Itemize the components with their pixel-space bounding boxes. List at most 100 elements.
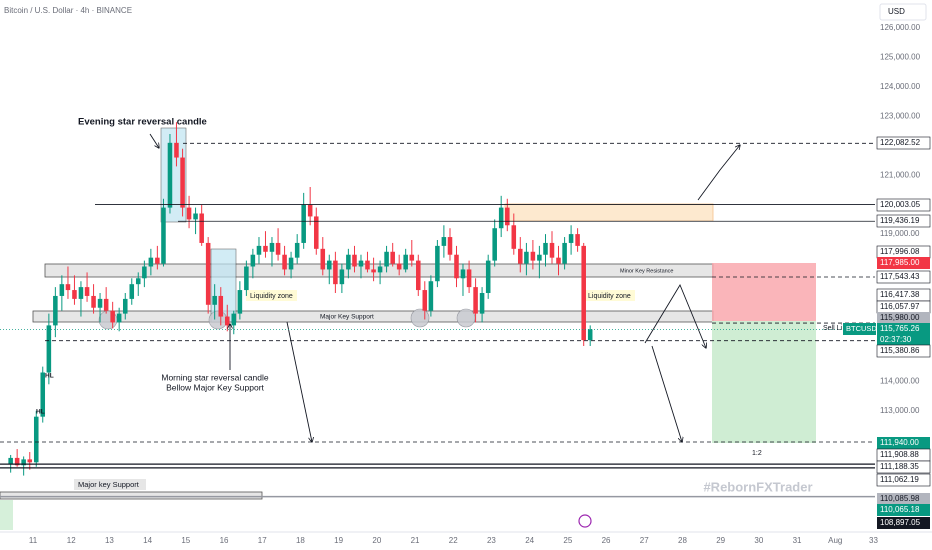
x-tick-label: 16 (220, 536, 229, 545)
candle-body (8, 457, 13, 464)
candle-body (263, 245, 268, 252)
price-label: 122,082.52 (880, 138, 921, 147)
candle-body (148, 257, 154, 267)
candle-body (377, 266, 383, 273)
x-tick-label: 28 (678, 536, 687, 545)
price-label-bg (877, 257, 930, 269)
x-tick-label: 21 (411, 536, 420, 545)
x-tick-label: 30 (754, 536, 763, 545)
candle-body (403, 254, 408, 270)
candle-body (416, 260, 421, 291)
currency-box[interactable] (879, 3, 927, 21)
candle-body (587, 329, 593, 341)
price-label-bg (876, 344, 931, 358)
y-tick-label: 125,000.00 (880, 53, 921, 62)
candle-body (212, 295, 217, 305)
candle-body (543, 242, 548, 255)
price-label: 115,765.26 (880, 324, 920, 333)
candle-body (250, 254, 256, 267)
candle-body (97, 298, 103, 308)
touch-circle (410, 308, 430, 328)
candle-body (556, 257, 561, 264)
label-bg (74, 479, 146, 490)
x-tick-label: 33 (869, 536, 878, 545)
candle-body (14, 457, 20, 466)
price-label-bg (876, 214, 931, 228)
price-label-bg (876, 473, 931, 487)
annotation: HL (36, 409, 45, 416)
y-tick-label: 121,000.00 (880, 170, 921, 179)
y-tick-label: 113,000.00 (880, 406, 920, 415)
price-label: 117,985.00 (880, 258, 920, 267)
candle-body (492, 228, 497, 261)
candle-body (231, 313, 237, 326)
price-label-bg (877, 323, 930, 335)
marks (8, 122, 593, 476)
candle-body (294, 242, 300, 258)
price-label: 110,065.18 (880, 505, 920, 514)
price-label: 120,003.05 (880, 200, 921, 209)
price-label: 117,543.43 (880, 272, 920, 281)
candle-body (339, 269, 345, 285)
candle-body (568, 234, 574, 243)
currency[interactable]: USD (888, 7, 905, 16)
x-tick-label: 18 (296, 536, 305, 545)
price-label-bg (876, 270, 931, 284)
target-zone (712, 321, 816, 443)
label-bg (584, 290, 635, 301)
candle-body (110, 310, 115, 323)
price-label: 111,188.35 (880, 462, 919, 471)
x-tick-label: 20 (372, 536, 381, 545)
candle-body (473, 287, 478, 314)
candle-body (186, 207, 192, 220)
annotation: Minor Key Resistance (620, 268, 674, 274)
candle-body (199, 213, 204, 243)
x-tick-label: 15 (181, 536, 190, 545)
symbol-header: Bitcoin / U.S. Dollar · 4h · BINANCE (4, 6, 132, 15)
candle-body (530, 251, 536, 261)
candle-body (40, 372, 46, 417)
candle-body (371, 269, 376, 273)
candle-body (174, 142, 179, 158)
touch-circle (208, 310, 228, 330)
candle-body (479, 293, 485, 314)
annotation: Bellow Major Key Support (166, 382, 264, 392)
candle-body (142, 266, 147, 279)
x-tick-label: 12 (67, 536, 76, 545)
annotation: Liquidity zone (250, 293, 293, 300)
candle-body (269, 242, 275, 252)
countdown-bg (877, 334, 930, 345)
candle-body (84, 287, 90, 296)
price-label: 110,085.98 (880, 494, 920, 503)
candle-body (396, 263, 402, 270)
price-label: 116,057.97 (880, 302, 920, 311)
x-tick-label: 27 (640, 536, 649, 545)
support-zone (0, 491, 263, 500)
candle-body (135, 278, 141, 285)
price-label: 116,417.38 (880, 290, 920, 299)
candle-body (224, 316, 230, 326)
watermark: #RebornFXTrader (703, 479, 812, 494)
candle-body (428, 281, 434, 311)
candle-body (435, 245, 440, 282)
arrow (286, 321, 312, 442)
candle-body (537, 254, 542, 261)
x-tick-label: 22 (449, 536, 458, 545)
candle-body (307, 204, 313, 217)
x-tick-label: 26 (602, 536, 611, 545)
candle-body (27, 459, 33, 463)
candle-body (301, 204, 306, 243)
candle-body (365, 260, 370, 270)
candle-body (103, 298, 109, 311)
arrow (644, 284, 706, 348)
price-label: 111,940.00 (880, 438, 919, 447)
icon[interactable] (578, 514, 592, 528)
candle-body (167, 142, 173, 208)
x-tick-label: Aug (828, 536, 842, 545)
candle-body (65, 284, 71, 291)
price-label-bg (876, 460, 931, 474)
candle-body (358, 260, 364, 267)
candle-body (275, 242, 281, 255)
candle-body (409, 254, 415, 261)
x-tick-label: 19 (334, 536, 343, 545)
